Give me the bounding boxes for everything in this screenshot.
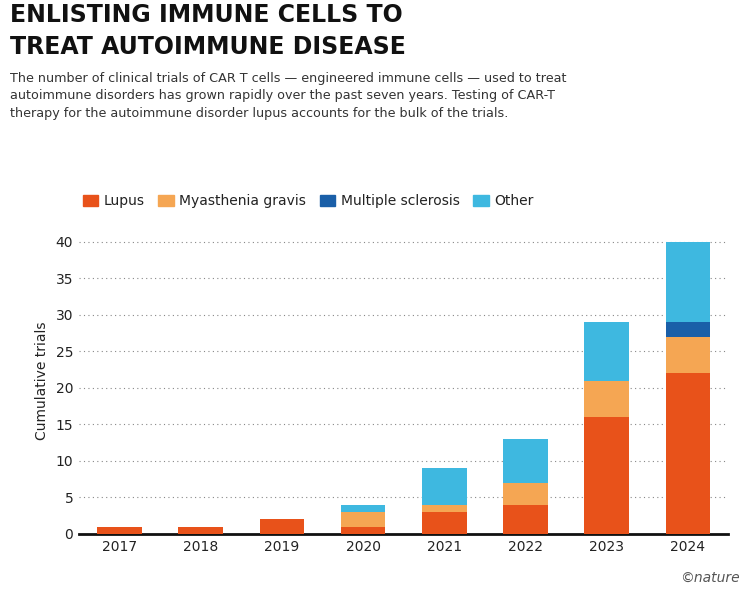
Bar xyxy=(341,527,385,534)
Text: ENLISTING IMMUNE CELLS TO: ENLISTING IMMUNE CELLS TO xyxy=(10,3,403,27)
Bar xyxy=(341,512,385,527)
Bar xyxy=(503,504,547,534)
Bar xyxy=(422,512,466,534)
Bar xyxy=(665,337,710,373)
Bar xyxy=(665,242,710,322)
Bar xyxy=(503,483,547,504)
Bar xyxy=(584,381,629,417)
Text: The number of clinical trials of CAR T cells — engineered immune cells — used to: The number of clinical trials of CAR T c… xyxy=(10,72,566,120)
Bar xyxy=(665,373,710,534)
Bar xyxy=(665,322,710,337)
Bar xyxy=(422,468,466,504)
Bar xyxy=(260,519,304,534)
Bar xyxy=(341,504,385,512)
Bar xyxy=(422,504,466,512)
Bar xyxy=(503,439,547,483)
Bar xyxy=(97,527,142,534)
Y-axis label: Cumulative trials: Cumulative trials xyxy=(35,322,49,440)
Text: ©nature: ©nature xyxy=(680,571,740,585)
Bar xyxy=(178,527,223,534)
Text: TREAT AUTOIMMUNE DISEASE: TREAT AUTOIMMUNE DISEASE xyxy=(10,35,406,60)
Bar xyxy=(584,322,629,381)
Bar xyxy=(584,417,629,534)
Legend: Lupus, Myasthenia gravis, Multiple sclerosis, Other: Lupus, Myasthenia gravis, Multiple scler… xyxy=(83,194,534,208)
